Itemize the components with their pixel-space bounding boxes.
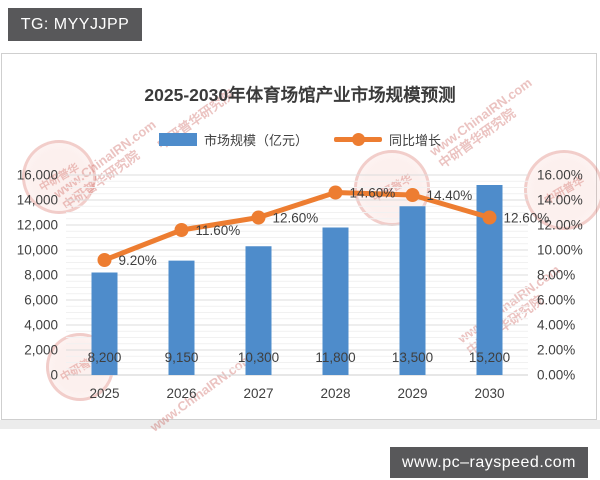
line-value-label: 12.60% <box>504 211 550 226</box>
legend-item-bar: 市场规模（亿元） <box>158 130 308 149</box>
legend: 市场规模（亿元） 同比增长 <box>0 130 600 149</box>
bar-value-label: 9,150 <box>165 350 199 365</box>
legend-item-line: 同比增长 <box>334 130 441 149</box>
right-axis-tick: 0.00% <box>537 368 575 383</box>
x-axis-label: 2029 <box>397 386 427 401</box>
line-value-label: 11.60% <box>196 223 241 238</box>
x-axis-label: 2030 <box>474 386 504 401</box>
line-value-label: 14.60% <box>350 186 396 201</box>
line-marker-2029 <box>405 188 420 202</box>
left-axis-tick: 2,000 <box>24 343 58 358</box>
bar-2026 <box>168 260 195 375</box>
right-axis-tick: 14.00% <box>537 193 583 208</box>
line-marker-2030 <box>482 210 497 225</box>
bar-2027 <box>245 246 272 375</box>
x-axis-label: 2028 <box>320 386 350 401</box>
chart-title: 2025-2030年体育场馆产业市场规模预测 <box>144 85 456 105</box>
left-axis-tick: 14,000 <box>17 193 58 208</box>
legend-label-bar: 市场规模（亿元） <box>203 133 308 148</box>
line-value-label: 14.40% <box>427 188 473 203</box>
tg-handle-badge: TG: MYYJJPP <box>8 8 142 41</box>
left-axis-tick: 4,000 <box>24 318 58 333</box>
left-axis-tick: 12,000 <box>17 218 58 233</box>
bar-value-label: 11,800 <box>315 350 355 365</box>
frame-shadow <box>0 420 600 429</box>
right-axis-tick: 4.00% <box>537 318 575 333</box>
right-axis-tick: 12.00% <box>537 218 583 233</box>
line-swatch-icon <box>334 133 382 146</box>
bar-value-label: 15,200 <box>469 350 510 365</box>
right-axis-tick: 8.00% <box>537 268 575 283</box>
line-marker-2028 <box>328 185 343 200</box>
right-axis-tick: 16.00% <box>537 168 583 183</box>
bar-swatch-icon <box>158 133 197 146</box>
line-marker-2025 <box>97 253 112 267</box>
x-axis-label: 2026 <box>166 386 196 401</box>
bar-value-label: 10,300 <box>238 350 279 365</box>
right-axis-tick: 2.00% <box>537 343 575 358</box>
growth-line <box>102 190 492 263</box>
bar-value-label: 13,500 <box>392 350 433 365</box>
right-axis-tick: 10.00% <box>537 243 583 258</box>
right-axis-tick: 6.00% <box>537 293 575 308</box>
left-axis-tick: 6,000 <box>24 293 58 308</box>
line-marker-2026 <box>174 223 189 237</box>
bar-2025 <box>91 272 118 375</box>
x-axis-label: 2027 <box>243 386 273 401</box>
left-axis-tick: 10,000 <box>17 243 58 258</box>
bar-2029 <box>399 206 426 375</box>
line-value-label: 9.20% <box>119 253 157 268</box>
website-badge: www.pc–rayspeed.com <box>390 447 588 478</box>
line-marker-2027 <box>251 210 266 225</box>
bar-value-label: 8,200 <box>88 350 122 365</box>
left-axis-tick: 0 <box>50 368 58 383</box>
line-value-label: 12.60% <box>273 211 319 226</box>
bar-2028 <box>322 227 349 375</box>
left-axis-tick: 8,000 <box>24 268 58 283</box>
left-axis-tick: 16,000 <box>17 168 58 183</box>
x-axis-label: 2025 <box>89 386 119 401</box>
legend-label-line: 同比增长 <box>389 133 442 148</box>
